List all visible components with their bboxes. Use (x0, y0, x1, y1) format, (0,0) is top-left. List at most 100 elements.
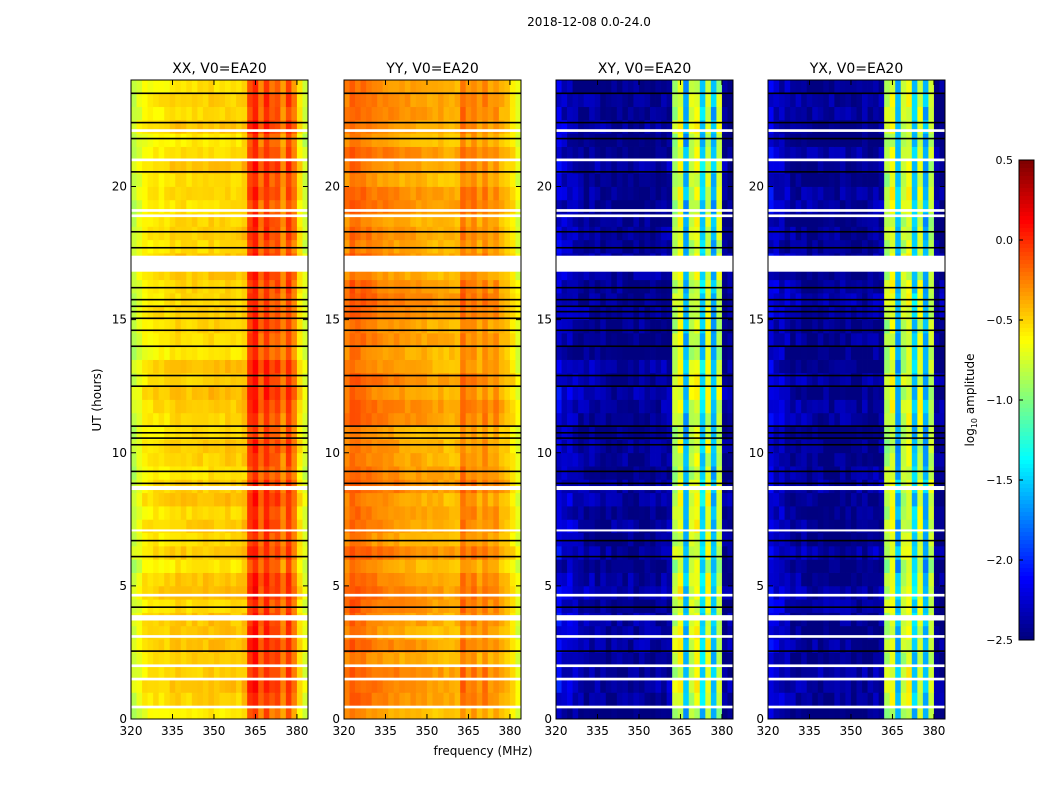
heatmap-cell (655, 519, 662, 534)
heatmap-cell (504, 692, 511, 707)
heatmap-cell (296, 199, 303, 214)
heatmap-cell (410, 412, 417, 427)
heatmap-cell (202, 692, 209, 707)
heatmap-cell (823, 652, 830, 667)
heatmap-cell (296, 93, 303, 108)
heatmap-cell (622, 146, 629, 161)
heatmap-cell (683, 106, 690, 121)
heatmap-cell (933, 705, 940, 720)
heatmap-cell (515, 519, 522, 534)
heatmap-cell (191, 93, 198, 108)
heatmap-cell (622, 93, 629, 108)
heatmap-cell (164, 332, 171, 347)
heatmap-cell (677, 119, 684, 134)
flag-line (131, 230, 308, 233)
heatmap-cell (142, 173, 148, 187)
heatmap-cell (438, 332, 444, 347)
heatmap-cell (605, 186, 612, 201)
heatmap-cell (247, 106, 254, 121)
heatmap-cell (705, 306, 712, 321)
heatmap-cell (454, 572, 461, 587)
heatmap-cell (605, 679, 612, 693)
heatmap-cell (917, 665, 924, 680)
heatmap-cell (158, 572, 165, 587)
heatmap-cell (600, 80, 607, 94)
heatmap-cell (377, 665, 384, 680)
heatmap-cell (186, 599, 193, 613)
heatmap-cell (186, 412, 193, 427)
heatmap-cell (460, 399, 467, 414)
heatmap-cell (594, 173, 601, 187)
heatmap-cell (410, 346, 417, 360)
heatmap-cell (432, 492, 439, 507)
flagged-gap (131, 635, 308, 638)
heatmap-cell (600, 492, 607, 507)
heatmap-cell (699, 439, 706, 454)
heatmap-cell (382, 452, 389, 467)
heatmap-cell (705, 279, 712, 294)
heatmap-cell (699, 679, 706, 693)
heatmap-cell (247, 199, 254, 214)
heatmap-cell (895, 679, 902, 693)
heatmap-cell (438, 652, 444, 667)
heatmap-cell (191, 159, 198, 174)
heatmap-cell (900, 692, 907, 707)
heatmap-cell (219, 572, 226, 587)
heatmap-cell (644, 492, 651, 507)
heatmap-cell (236, 625, 243, 640)
heatmap-cell (650, 306, 656, 321)
heatmap-cell (202, 106, 209, 121)
heatmap-cell (252, 386, 259, 400)
heatmap-cell (225, 652, 231, 667)
heatmap-cell (404, 266, 411, 281)
heatmap-cell (911, 705, 918, 720)
heatmap-cell (302, 679, 309, 693)
heatmap-cell (164, 386, 171, 400)
heatmap-cell (175, 639, 182, 653)
heatmap-cell (694, 705, 701, 720)
heatmap-cell (611, 639, 618, 653)
heatmap-cell (605, 346, 612, 360)
heatmap-cell (710, 439, 717, 454)
heatmap-cell (638, 239, 645, 254)
heatmap-cell (421, 332, 428, 347)
heatmap-cell (779, 665, 785, 680)
heatmap-cell (393, 186, 400, 201)
heatmap-cell (175, 559, 182, 573)
heatmap-cell (666, 199, 673, 214)
heatmap-cell (482, 625, 489, 640)
heatmap-cell (633, 439, 640, 454)
flag-line (344, 171, 521, 173)
heatmap-cell (230, 173, 237, 187)
heatmap-cell (688, 386, 695, 400)
heatmap-cell (371, 346, 378, 360)
heatmap-cell (258, 572, 265, 587)
heatmap-cell (164, 679, 171, 693)
heatmap-cell (164, 665, 171, 680)
heatmap-cell (515, 226, 522, 241)
heatmap-cell (779, 692, 785, 707)
heatmap-cell (567, 239, 573, 254)
heatmap-cell (594, 199, 601, 214)
heatmap-cell (263, 186, 270, 201)
heatmap-cell (421, 452, 428, 467)
heatmap-cell (616, 173, 623, 187)
heatmap-cell (616, 213, 623, 227)
heatmap-cell (377, 585, 384, 600)
heatmap-cell (247, 346, 254, 360)
heatmap-cell (694, 266, 701, 281)
heatmap-cell (493, 399, 500, 414)
heatmap-cell (672, 213, 679, 227)
heatmap-cell (258, 106, 265, 121)
heatmap-cell (142, 359, 148, 374)
heatmap-cell (158, 159, 165, 174)
heatmap-cell (142, 639, 148, 653)
heatmap-cell (252, 412, 259, 427)
heatmap-cell (269, 199, 276, 214)
heatmap-cell (666, 372, 673, 387)
heatmap-cell (280, 199, 287, 214)
heatmap-cell (225, 585, 231, 600)
heatmap-cell (655, 705, 662, 720)
heatmap-cell (578, 639, 585, 653)
heatmap-cell (727, 466, 734, 480)
